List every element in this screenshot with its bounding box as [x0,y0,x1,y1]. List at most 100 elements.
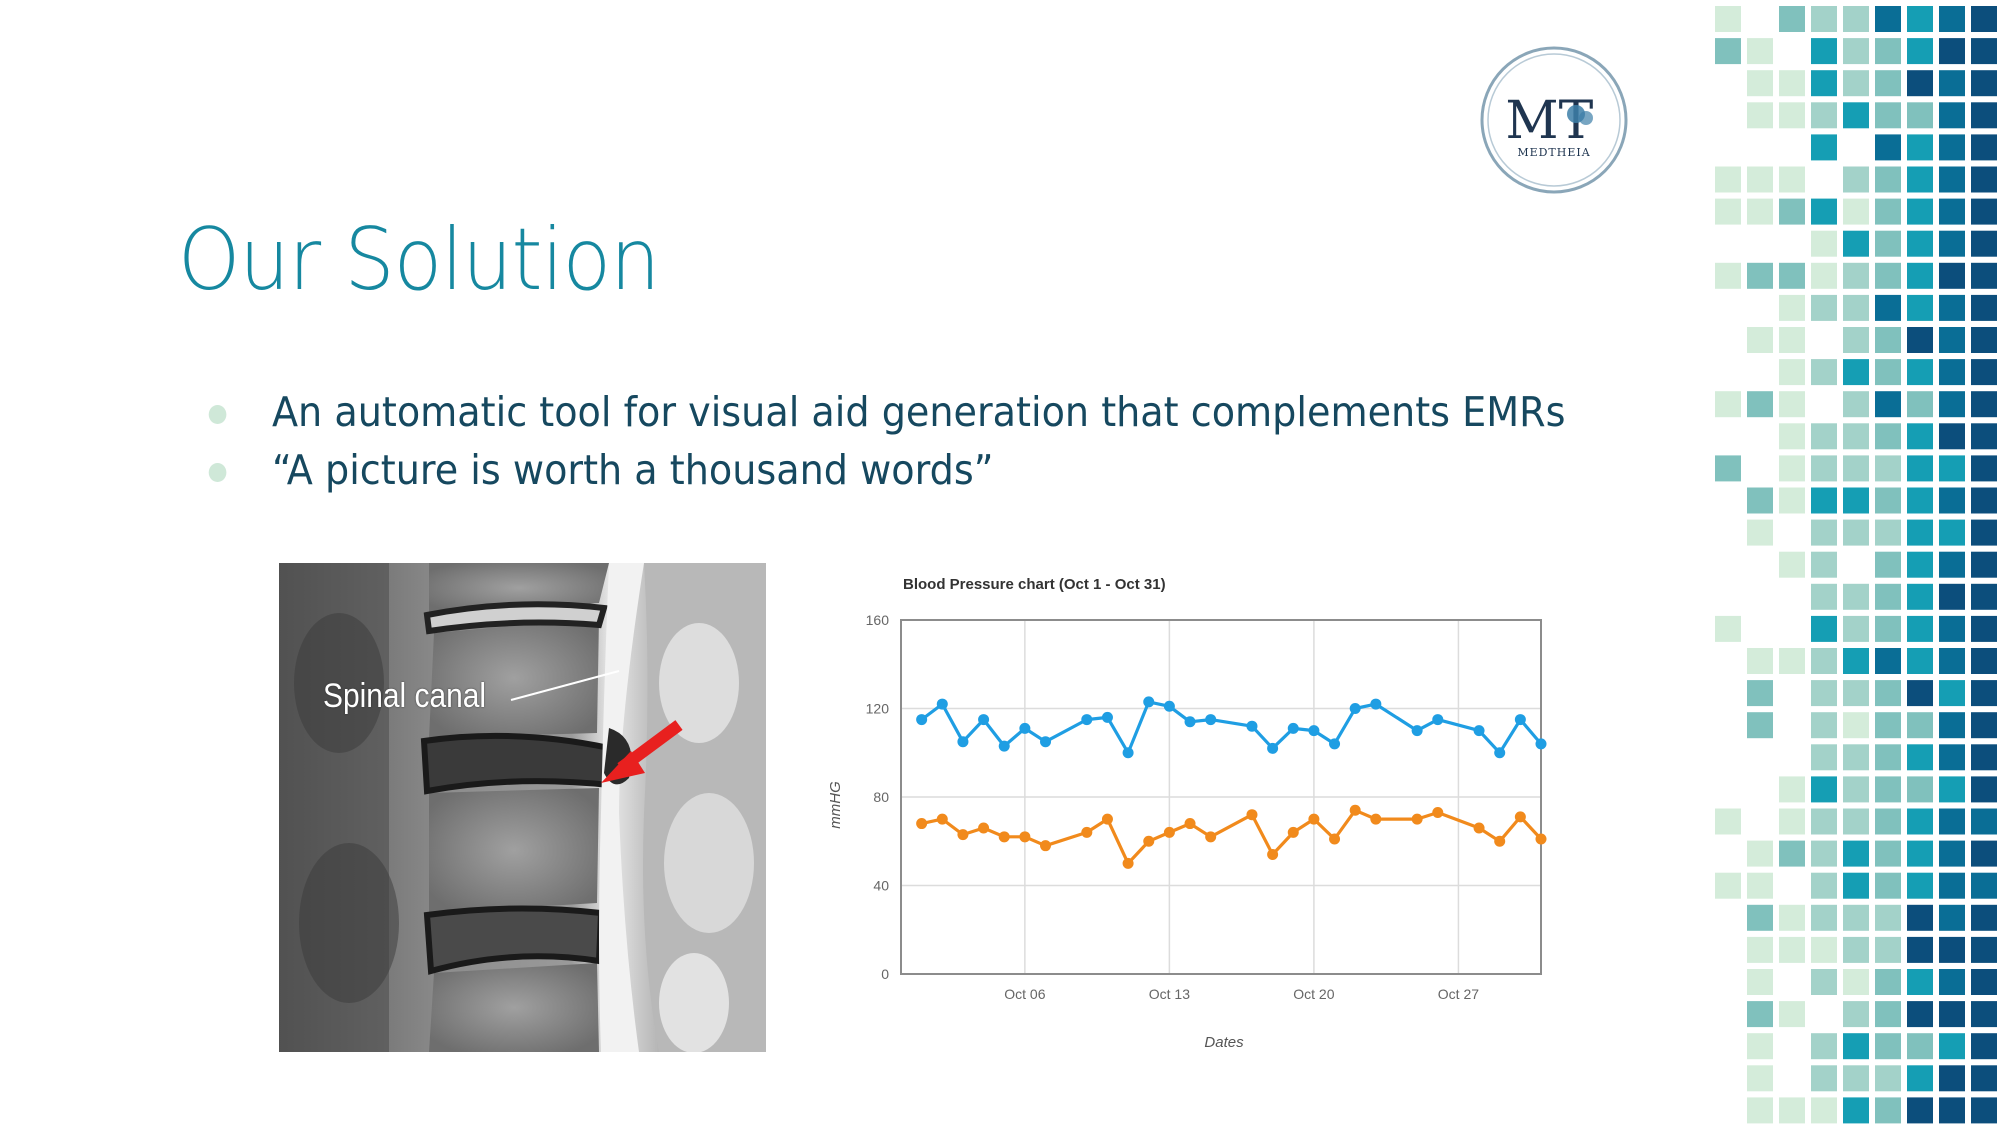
series-1 [916,696,1547,759]
mosaic-tile [1747,712,1773,739]
mosaic-tile [1875,70,1901,97]
mosaic-tile [1843,615,1869,642]
mosaic-tile [1843,904,1869,931]
data-point [1473,822,1485,834]
mosaic-tile [1811,134,1837,161]
plot-frame [900,619,1542,975]
y-tick-label: 40 [873,878,889,894]
mosaic-tile [1971,327,1997,353]
mosaic-tile [1907,38,1933,65]
mosaic-tile [1779,904,1805,931]
y-axis-label: mmHG [827,781,844,829]
x-axis-label: Dates [1204,1034,1244,1048]
mosaic-tile [1811,969,1837,995]
mosaic-tile [1747,1065,1773,1092]
mosaic-tile [1907,680,1933,707]
mosaic-tile [1811,872,1837,899]
mosaic-tile [1779,487,1805,514]
mosaic-tile [1843,359,1869,386]
mosaic-tile [1875,391,1901,418]
data-point [936,698,948,710]
mosaic-tile [1779,840,1805,867]
mosaic-tile [1747,102,1773,129]
mosaic-tile [1971,6,1997,32]
mosaic-tile [1843,327,1869,353]
mosaic-tile [1939,262,1965,289]
mosaic-tile [1875,455,1901,482]
mosaic-tile [1811,615,1837,642]
data-point [1370,813,1382,825]
mosaic-tile [1875,744,1901,771]
data-point [1163,826,1175,838]
mosaic-tile [1907,840,1933,867]
mosaic-tile [1843,744,1869,771]
mosaic-tile [1811,936,1837,963]
mosaic-tile [1939,712,1965,739]
mosaic-tile [1939,230,1965,257]
mosaic-tile [1811,38,1837,65]
mosaic-tile [1971,294,1997,321]
mosaic-tile [1875,936,1901,963]
mosaic-tile [1939,1033,1965,1060]
mosaic-tile [1875,294,1901,321]
mosaic-tile [1971,519,1997,546]
mosaic-tile [1779,359,1805,386]
mosaic-tile [1907,198,1933,225]
mosaic-tile [1875,615,1901,642]
mosaic-tile [1907,936,1933,963]
y-tick-label: 160 [866,612,890,628]
mosaic-tile [1843,712,1869,739]
mosaic-tile [1875,840,1901,867]
mosaic-tile [1843,969,1869,995]
mosaic-tile [1971,423,1997,450]
mosaic-tile [1843,680,1869,707]
mosaic-tile [1747,840,1773,867]
mosaic-tile [1875,776,1901,803]
mosaic-tile [1715,455,1741,482]
mosaic-tile [1875,808,1901,835]
mosaic-tile [1939,648,1965,674]
mosaic-tile [1907,808,1933,835]
data-point [1494,835,1506,847]
mosaic-tile [1747,519,1773,546]
mosaic-tile [1843,102,1869,129]
mosaic-tile [1811,551,1837,578]
y-tick-label: 120 [866,701,890,717]
mosaic-tile [1971,615,1997,642]
mosaic-tile [1939,615,1965,642]
mosaic-tile [1779,1097,1805,1124]
mosaic-tile [1875,969,1901,995]
mosaic-tile [1875,166,1901,193]
mosaic-tile [1907,1097,1933,1124]
data-point [1122,857,1134,869]
series-2 [916,804,1547,869]
data-point [1411,813,1423,825]
blood-pressure-chart: Blood Pressure chart (Oct 1 - Oct 31) 0 4… [815,563,1575,1048]
mosaic-tile [1939,134,1965,161]
data-point [1473,725,1485,737]
mosaic-tile [1907,391,1933,418]
data-point [1514,714,1526,726]
mosaic-tile [1939,294,1965,321]
mosaic-tile [1971,359,1997,386]
mosaic-tile [1907,262,1933,289]
mosaic-tile [1939,455,1965,482]
mosaic-tile [1971,102,1997,129]
mosaic-tile [1907,134,1933,161]
mosaic-tile [1779,198,1805,225]
data-point [1432,806,1444,818]
data-point [916,818,928,830]
mosaic-tile [1907,70,1933,97]
mosaic-tile [1843,294,1869,321]
mosaic-tile [1939,776,1965,803]
mosaic-tile [1971,198,1997,225]
x-tick-label: Oct 13 [1149,986,1190,1002]
mosaic-tile [1971,166,1997,193]
mosaic-tile [1907,1065,1933,1092]
mosaic-tile [1843,1033,1869,1060]
mosaic-tile [1907,166,1933,193]
mosaic-tile [1971,872,1997,899]
data-point [1349,804,1361,816]
mosaic-tile [1779,936,1805,963]
